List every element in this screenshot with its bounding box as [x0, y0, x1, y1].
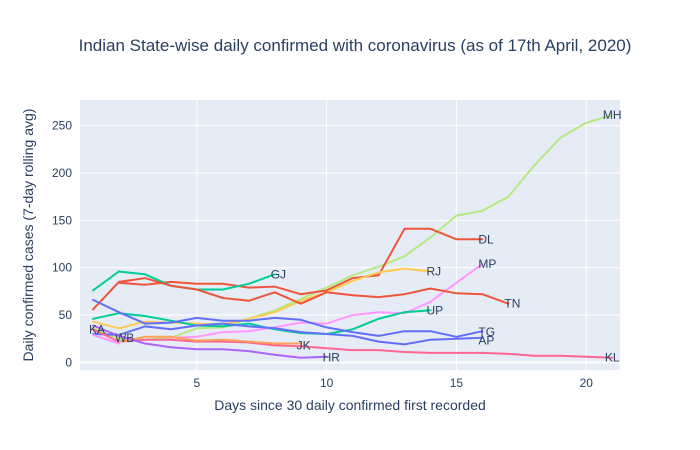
series-line-dl — [117, 227, 484, 296]
y-tick-label: 150 — [52, 213, 72, 227]
x-tick-label: 5 — [193, 376, 200, 390]
series-label-mp: MP — [478, 257, 496, 271]
series-line-ka — [92, 328, 614, 359]
series-label-gj: GJ — [271, 267, 286, 281]
series-label-rj: RJ — [426, 264, 441, 278]
series-line-mp — [169, 262, 484, 339]
series-label-wb: WB — [115, 331, 134, 345]
series-line-ap — [92, 298, 484, 338]
x-axis-ticks: 5 10 15 20 — [193, 376, 593, 390]
series-label-tn: TN — [504, 297, 520, 311]
series-label-ap: AP — [478, 334, 494, 348]
series-line-mh — [92, 114, 614, 341]
series-label-ka: KA — [89, 322, 105, 336]
series-lines — [92, 114, 614, 359]
series-line-tn — [92, 277, 510, 311]
series-label-kl: KL — [605, 351, 620, 365]
series-line-wb — [92, 333, 120, 345]
y-tick-label: 100 — [52, 261, 72, 275]
series-label-jk: JK — [297, 338, 311, 352]
x-tick-label: 10 — [320, 376, 334, 390]
x-tick-label: 20 — [580, 376, 594, 390]
y-tick-label: 200 — [52, 166, 72, 180]
series-label-hr: HR — [323, 351, 341, 365]
y-tick-label: 0 — [65, 355, 72, 369]
series-label-mh: MH — [603, 108, 622, 122]
x-tick-label: 15 — [450, 376, 464, 390]
series-line-hr — [92, 324, 328, 359]
y-tick-label: 50 — [59, 308, 73, 322]
y-axis-title: Daily confirmed cases (7-day rolling avg… — [20, 109, 36, 362]
y-axis-ticks: 0 50 100 150 200 250 — [52, 119, 72, 370]
chart-title: Indian State-wise daily confirmed with c… — [79, 36, 632, 55]
series-label-dl: DL — [478, 232, 494, 246]
series-label-up: UP — [426, 303, 443, 317]
series-line-tg — [92, 322, 484, 346]
series-line-jk — [117, 335, 302, 345]
series-label-tg: TG — [478, 325, 495, 339]
x-axis-title: Days since 30 daily confirmed first reco… — [214, 397, 486, 413]
y-tick-label: 250 — [52, 119, 72, 133]
plot-area — [80, 100, 620, 370]
series-line-rj — [92, 267, 432, 330]
